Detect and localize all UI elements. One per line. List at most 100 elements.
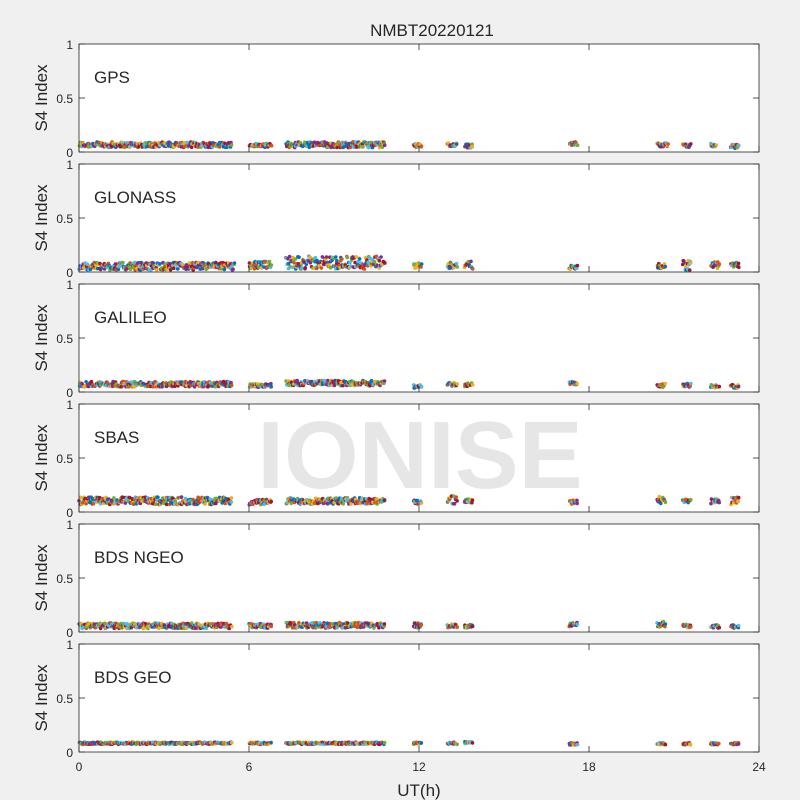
data-point	[314, 620, 319, 625]
panel-data-points	[77, 619, 741, 631]
data-point	[304, 621, 309, 625]
data-point	[372, 259, 377, 264]
data-point	[736, 384, 741, 389]
x-tick-label: 0	[76, 760, 83, 774]
data-point	[717, 384, 722, 389]
data-point	[354, 254, 359, 259]
data-point	[297, 255, 301, 259]
panel-label: GLONASS	[94, 188, 176, 207]
data-point	[232, 261, 237, 265]
y-axis-label: S4 Index	[32, 424, 51, 492]
panel-gps: 0 0.5 1 GPS S4 Index	[32, 38, 760, 160]
panel-data-points	[77, 254, 741, 272]
data-point	[343, 626, 348, 630]
data-point	[737, 265, 741, 270]
panel-label: SBAS	[94, 428, 139, 447]
data-point	[666, 142, 670, 146]
panel-background	[79, 644, 759, 752]
data-point	[118, 144, 123, 149]
data-point	[303, 140, 307, 145]
data-point	[663, 381, 668, 386]
data-point	[362, 267, 367, 271]
panel-label: BDS NGEO	[94, 548, 184, 567]
data-point	[454, 142, 459, 146]
data-point	[689, 625, 693, 629]
panel-data-points	[77, 494, 741, 507]
data-point	[335, 145, 340, 150]
panel-background	[79, 164, 759, 272]
y-tick-label: 0.5	[56, 572, 73, 586]
panel-background	[79, 44, 759, 152]
panel-bds-ngeo: 0 0.5 1 BDS NGEO S4 Index	[32, 518, 760, 640]
data-point	[419, 741, 424, 745]
x-tick-label: 12	[412, 760, 426, 774]
data-point	[687, 268, 692, 272]
y-tick-label: 0	[66, 386, 73, 400]
data-point	[663, 500, 668, 505]
data-point	[267, 259, 272, 264]
data-point	[737, 143, 741, 148]
data-point	[119, 385, 123, 389]
data-point	[470, 267, 475, 271]
data-point	[151, 261, 156, 265]
data-point	[470, 383, 475, 387]
data-point	[575, 381, 579, 386]
y-tick-label: 0	[66, 266, 73, 280]
y-tick-label: 0	[66, 146, 73, 160]
data-point	[470, 144, 475, 149]
data-point	[286, 261, 291, 266]
y-tick-label: 1	[66, 638, 73, 652]
data-point	[575, 263, 580, 268]
data-point	[176, 267, 180, 271]
data-point	[156, 495, 160, 500]
data-point	[419, 265, 423, 269]
y-axis-label: S4 Index	[32, 304, 51, 372]
data-point	[230, 740, 234, 745]
panel-label: BDS GEO	[94, 668, 171, 687]
y-axis-label: S4 Index	[32, 664, 51, 732]
data-point	[419, 384, 424, 389]
figure-title: NMBT20220121	[370, 21, 494, 40]
data-point	[382, 740, 387, 745]
data-point	[247, 261, 252, 265]
data-point	[269, 143, 274, 148]
data-point	[341, 502, 346, 506]
data-point	[116, 267, 121, 272]
data-point	[717, 500, 721, 505]
data-point	[449, 261, 453, 265]
data-point	[187, 261, 192, 265]
data-point	[419, 501, 424, 505]
data-point	[345, 255, 350, 260]
data-point	[332, 383, 337, 388]
data-point	[320, 255, 325, 259]
panel-label: GPS	[94, 68, 130, 87]
panels-container: 0 0.5 1 GPS S4 Index 0 0.5 1 GLONASS S4 Index 0 0.5…	[32, 38, 766, 774]
data-point	[419, 622, 424, 627]
data-point	[455, 265, 460, 269]
data-point	[84, 380, 88, 384]
data-point	[361, 145, 365, 149]
data-point	[182, 626, 186, 631]
data-point	[231, 267, 235, 272]
data-point	[683, 142, 688, 146]
data-point	[313, 496, 318, 501]
data-point	[340, 257, 344, 261]
data-point	[659, 501, 663, 506]
panel-background	[79, 404, 759, 512]
data-point	[315, 258, 319, 263]
data-point	[131, 502, 136, 507]
data-point	[375, 497, 379, 501]
panel-label: GALILEO	[94, 308, 167, 327]
data-point	[575, 143, 580, 147]
y-tick-label: 0.5	[56, 332, 73, 346]
data-point	[377, 625, 381, 630]
y-axis-label: S4 Index	[32, 544, 51, 612]
data-point	[661, 619, 666, 624]
data-point	[179, 495, 184, 499]
y-tick-label: 0	[66, 506, 73, 520]
data-point	[717, 262, 722, 266]
panel-bds-geo: 0 0.5 1 0 6 12 18 24 BDS GEO S4 Index	[32, 638, 766, 774]
data-point	[717, 625, 722, 630]
data-point	[379, 255, 383, 259]
data-point	[736, 742, 741, 746]
